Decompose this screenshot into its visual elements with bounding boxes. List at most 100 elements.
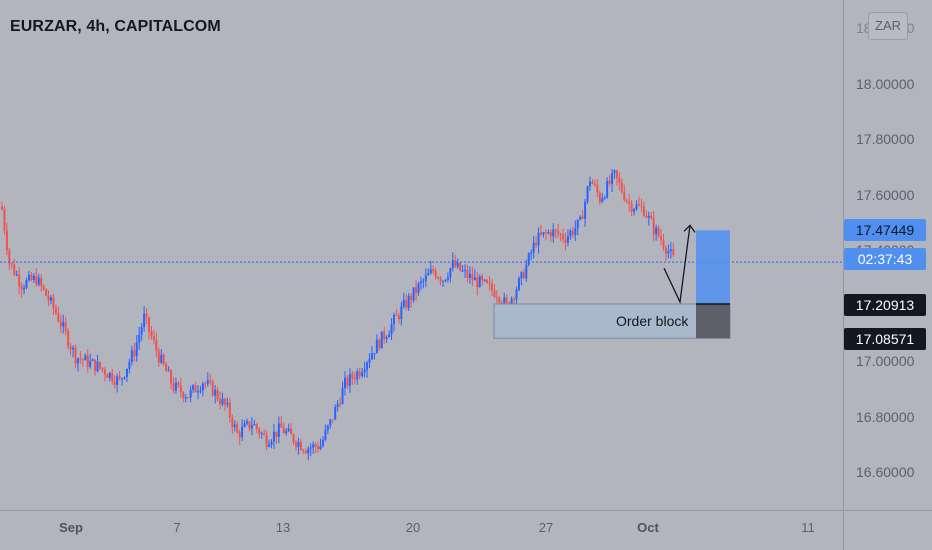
candle-body — [138, 334, 141, 343]
stop-price-label: 17.08571 — [844, 328, 926, 350]
candle — [611, 169, 614, 192]
candle-body — [353, 378, 356, 380]
candle — [304, 448, 307, 455]
candle — [13, 258, 16, 276]
candle — [167, 366, 170, 372]
candle-body — [503, 297, 506, 305]
candle — [67, 328, 70, 350]
candle-body — [344, 377, 346, 388]
candle — [363, 361, 366, 378]
candle — [356, 368, 359, 385]
candle-body — [530, 252, 533, 254]
candle-body — [295, 442, 297, 447]
candle-body — [486, 279, 489, 283]
candle — [339, 397, 342, 408]
candle — [62, 314, 65, 334]
candle-body — [476, 277, 479, 288]
candle — [3, 205, 6, 235]
candle — [329, 418, 332, 429]
candle — [263, 429, 266, 436]
candle — [10, 262, 13, 269]
candle-body — [471, 273, 474, 281]
candle — [608, 174, 611, 187]
candle-body — [635, 204, 638, 210]
candle-body — [549, 231, 552, 237]
countdown-label: 02:37:43 — [844, 248, 926, 270]
candle — [292, 433, 295, 446]
candle-body — [525, 264, 528, 279]
candle-body — [150, 331, 153, 337]
candle-body — [260, 433, 263, 435]
candle-body — [419, 281, 422, 284]
candle-body — [5, 230, 8, 251]
candle — [253, 419, 256, 426]
candle — [402, 292, 405, 309]
candle-body — [358, 371, 361, 376]
candle-body — [221, 398, 224, 405]
candle — [133, 342, 136, 362]
candle-body — [189, 389, 192, 398]
candle-body — [566, 236, 569, 243]
candle-body — [363, 369, 366, 373]
candle-body — [292, 434, 295, 443]
candle — [255, 422, 258, 434]
candle — [103, 366, 106, 382]
candle-body — [348, 373, 351, 386]
candle — [194, 381, 197, 393]
candle-body — [194, 385, 197, 393]
candle-body — [400, 306, 403, 320]
candle-body — [3, 209, 6, 231]
candle-body — [108, 372, 111, 378]
candle — [76, 357, 79, 372]
candle — [128, 358, 131, 374]
candle-body — [167, 370, 170, 372]
candle — [571, 226, 574, 239]
candle-body — [243, 423, 246, 427]
candle — [35, 268, 38, 287]
candle — [598, 190, 601, 206]
candle — [246, 418, 248, 426]
candle-body — [466, 270, 469, 278]
candle — [221, 392, 224, 407]
candle-body — [69, 346, 72, 350]
candle-body — [331, 419, 334, 421]
candle-body — [657, 227, 660, 237]
candle — [351, 370, 354, 386]
candle — [596, 179, 599, 198]
candle — [72, 345, 75, 358]
candle — [189, 385, 192, 403]
candle — [388, 330, 391, 338]
candle-body — [140, 327, 143, 335]
candle — [184, 394, 187, 403]
candle-body — [20, 286, 23, 290]
candle — [667, 244, 670, 259]
order-block-rect — [493, 303, 731, 339]
candle — [265, 430, 268, 451]
candle — [405, 294, 408, 311]
candle — [260, 431, 263, 439]
candle-body — [608, 180, 611, 184]
candle-body — [25, 280, 28, 288]
currency-button[interactable]: ZAR — [868, 12, 908, 40]
candle-body — [334, 406, 337, 420]
candle — [581, 210, 584, 220]
price-tick-label: 17.80000 — [856, 131, 915, 147]
candle-body — [442, 280, 444, 282]
candle — [177, 381, 180, 389]
candle-body — [37, 277, 40, 285]
candle-body — [581, 216, 584, 219]
candle — [466, 264, 469, 283]
candle — [170, 368, 173, 389]
candle-body — [91, 359, 94, 361]
candle-body — [493, 290, 496, 297]
candle-body — [468, 273, 471, 278]
candle-body — [422, 280, 425, 282]
candle-body — [10, 263, 13, 265]
candle — [135, 335, 138, 362]
candle-body — [339, 403, 342, 405]
candle-body — [628, 201, 631, 204]
candle — [268, 439, 271, 448]
candle-body — [307, 448, 310, 454]
